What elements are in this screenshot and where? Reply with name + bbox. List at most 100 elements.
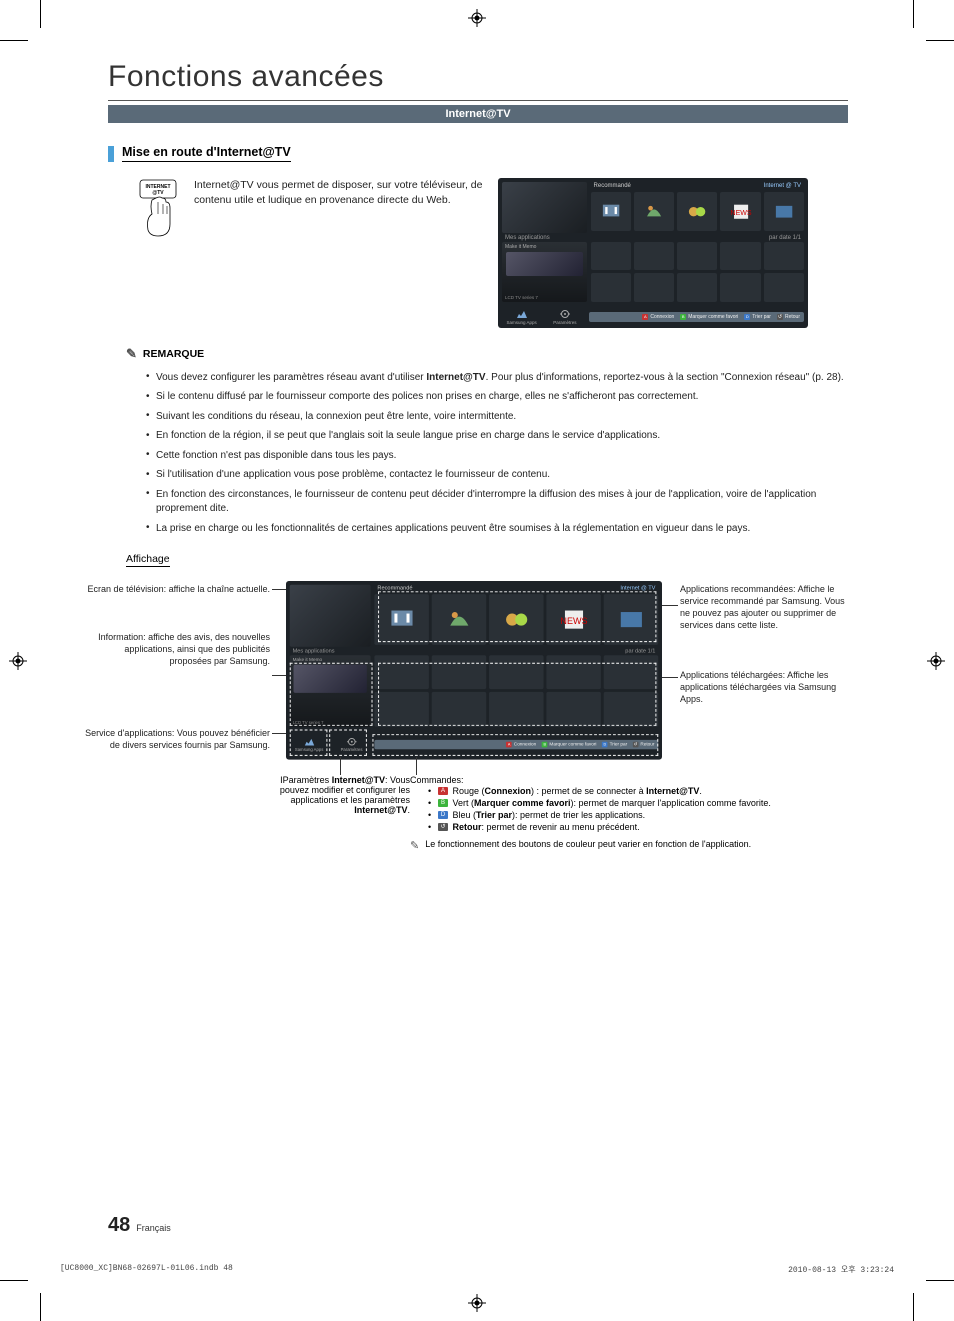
tv-reco-app: NEWS — [720, 192, 760, 231]
callout-information: Information: affiche des avis, des nouve… — [80, 631, 270, 667]
color-chip-icon: A — [438, 787, 448, 795]
command-item: A Rouge (Connexion) : permet de se conne… — [428, 785, 830, 797]
commands-block: Commandes: A Rouge (Connexion) : permet … — [410, 775, 830, 852]
crop-mark — [926, 1280, 954, 1281]
tv-app-slot — [634, 242, 674, 270]
crop-mark — [913, 1293, 914, 1321]
color-chip-icon: D — [438, 811, 448, 819]
color-chip-icon: ↺ — [438, 823, 448, 831]
tv-app-slot — [432, 692, 486, 727]
tv-live-thumb — [290, 584, 371, 646]
tv-reco-app: NEWS — [546, 594, 600, 644]
tv-app-slot — [720, 242, 760, 270]
tv-brand-label: Internet @ TV — [764, 183, 801, 189]
intro-text: Internet@TV vous permet de disposer, sur… — [194, 178, 484, 208]
title-rule — [108, 100, 848, 101]
remark-item: La prise en charge ou les fonctionnalité… — [146, 519, 848, 539]
tv-app-slot — [764, 242, 804, 270]
tv-reco-app — [677, 192, 717, 231]
tv-app-slot — [432, 654, 486, 689]
registration-mark-icon — [9, 652, 27, 670]
subhead-marker — [108, 146, 114, 162]
callout-leader — [660, 605, 678, 606]
callout-leader — [660, 677, 678, 678]
callout-dl-apps: Applications téléchargées: Affiche les a… — [680, 669, 850, 705]
affichage-heading: Affichage — [126, 553, 170, 567]
tv-app-slot — [634, 273, 674, 301]
tv-reco-label: Recommandé — [377, 585, 412, 591]
command-item: ↺ Retour: permet de revenir au menu préc… — [428, 821, 830, 833]
tv-apps-label: Mes applications — [505, 235, 550, 241]
registration-mark-icon — [927, 652, 945, 670]
command-item: D Bleu (Trier par): permet de trier les … — [428, 809, 830, 821]
tv-info-sub: LCD TV series 7 — [293, 720, 324, 725]
callout-leader — [416, 757, 417, 775]
tv-app-slot — [489, 654, 543, 689]
tv-info-caption: Make it Memo — [505, 244, 536, 250]
tv-info-sub: LCD TV series 7 — [505, 295, 538, 300]
tv-reco-app — [375, 594, 429, 644]
tv-reco-app — [604, 594, 658, 644]
remark-item: Cette fonction n'est pas disponible dans… — [146, 446, 848, 466]
tv-app-slot — [591, 273, 631, 301]
callout-leader — [340, 757, 341, 775]
remark-heading: ✎ REMARQUE — [126, 346, 848, 362]
tv-reco-app — [432, 594, 486, 644]
command-item: B Vert (Marquer comme favori): permet de… — [428, 797, 830, 809]
settings-icon: Paramètres — [545, 309, 584, 325]
subhead: Mise en route d'Internet@TV — [122, 145, 291, 162]
page-title: Fonctions avancées — [108, 60, 848, 94]
tv-app-slot — [720, 273, 760, 301]
callout-service: Service d'applications: Vous pouvez béné… — [80, 727, 270, 751]
tv-live-thumb — [502, 182, 587, 233]
crop-mark — [40, 0, 41, 28]
tv-app-slot — [489, 692, 543, 727]
tv-app-slot — [677, 242, 717, 270]
tv-info-panel: Make it MemoLCD TV series 7 — [290, 654, 371, 726]
callout-tv-screen: Ecran de télévision: affiche la chaîne a… — [80, 583, 270, 595]
tv-app-slot — [604, 654, 658, 689]
tv-color-button-bar: AConnexionBMarquer comme favoriDTrier pa… — [375, 739, 659, 748]
tv-info-panel: Make it Memo LCD TV series 7 — [502, 242, 587, 302]
remark-item: En fonction de la région, il se peut que… — [146, 427, 848, 447]
samsung-apps-icon: Samsung Apps — [502, 309, 541, 325]
commands-note: Le fonctionnement des boutons de couleur… — [425, 839, 751, 849]
remark-list: Vous devez configurer les paramètres rés… — [146, 368, 848, 539]
tv-app-slot — [375, 654, 429, 689]
tv-brand-label: Internet @ TV — [620, 585, 655, 591]
section-bar: Internet@TV — [108, 105, 848, 123]
note-icon: ✎ — [410, 839, 419, 852]
crop-mark — [0, 1280, 28, 1281]
crop-mark — [40, 1293, 41, 1321]
tv-app-slot — [591, 242, 631, 270]
note-icon: ✎ — [126, 346, 137, 362]
page-number: 48 — [108, 1214, 130, 1237]
remote-label-bot: @TV — [152, 190, 164, 196]
svg-text:NEWS: NEWS — [560, 615, 587, 625]
color-chip-icon: B — [438, 799, 448, 807]
crop-mark — [0, 40, 28, 41]
tv-app-slot — [764, 273, 804, 301]
annotated-diagram: Ecran de télévision: affiche la chaîne a… — [100, 577, 848, 907]
tv-preview-large: RecommandéInternet @ TVNEWSMes applicati… — [286, 581, 662, 760]
registration-mark-icon — [468, 1294, 486, 1312]
tv-app-slot — [604, 692, 658, 727]
remark-item: Suivant les conditions du réseau, la con… — [146, 407, 848, 427]
tv-reco-app — [591, 192, 631, 231]
remark-item: Si l'utilisation d'une application vous … — [146, 466, 848, 486]
tv-app-slot — [375, 692, 429, 727]
svg-text:NEWS: NEWS — [730, 210, 751, 217]
settings-icon: Paramètres — [332, 737, 371, 752]
params-callout: IParamètres Internet@TV: Vous pouvez mod… — [260, 775, 410, 815]
callout-reco-apps: Applications recommandées: Affiche le se… — [680, 583, 850, 632]
tv-reco-label: Recommandé — [594, 183, 631, 189]
print-footer-right: 2010-08-13 오후 3:23:24 — [788, 1264, 894, 1275]
commands-heading: Commandes: — [410, 775, 830, 785]
tv-app-slot — [677, 273, 717, 301]
tv-color-button-bar: AConnexionBMarquer comme favoriDTrier pa… — [589, 312, 805, 322]
samsung-apps-icon: Samsung Apps — [290, 737, 329, 752]
tv-page-indicator: par date 1/1 — [625, 648, 655, 654]
tv-app-slot — [546, 654, 600, 689]
tv-reco-app — [634, 192, 674, 231]
tv-page-indicator: par date 1/1 — [769, 235, 801, 241]
